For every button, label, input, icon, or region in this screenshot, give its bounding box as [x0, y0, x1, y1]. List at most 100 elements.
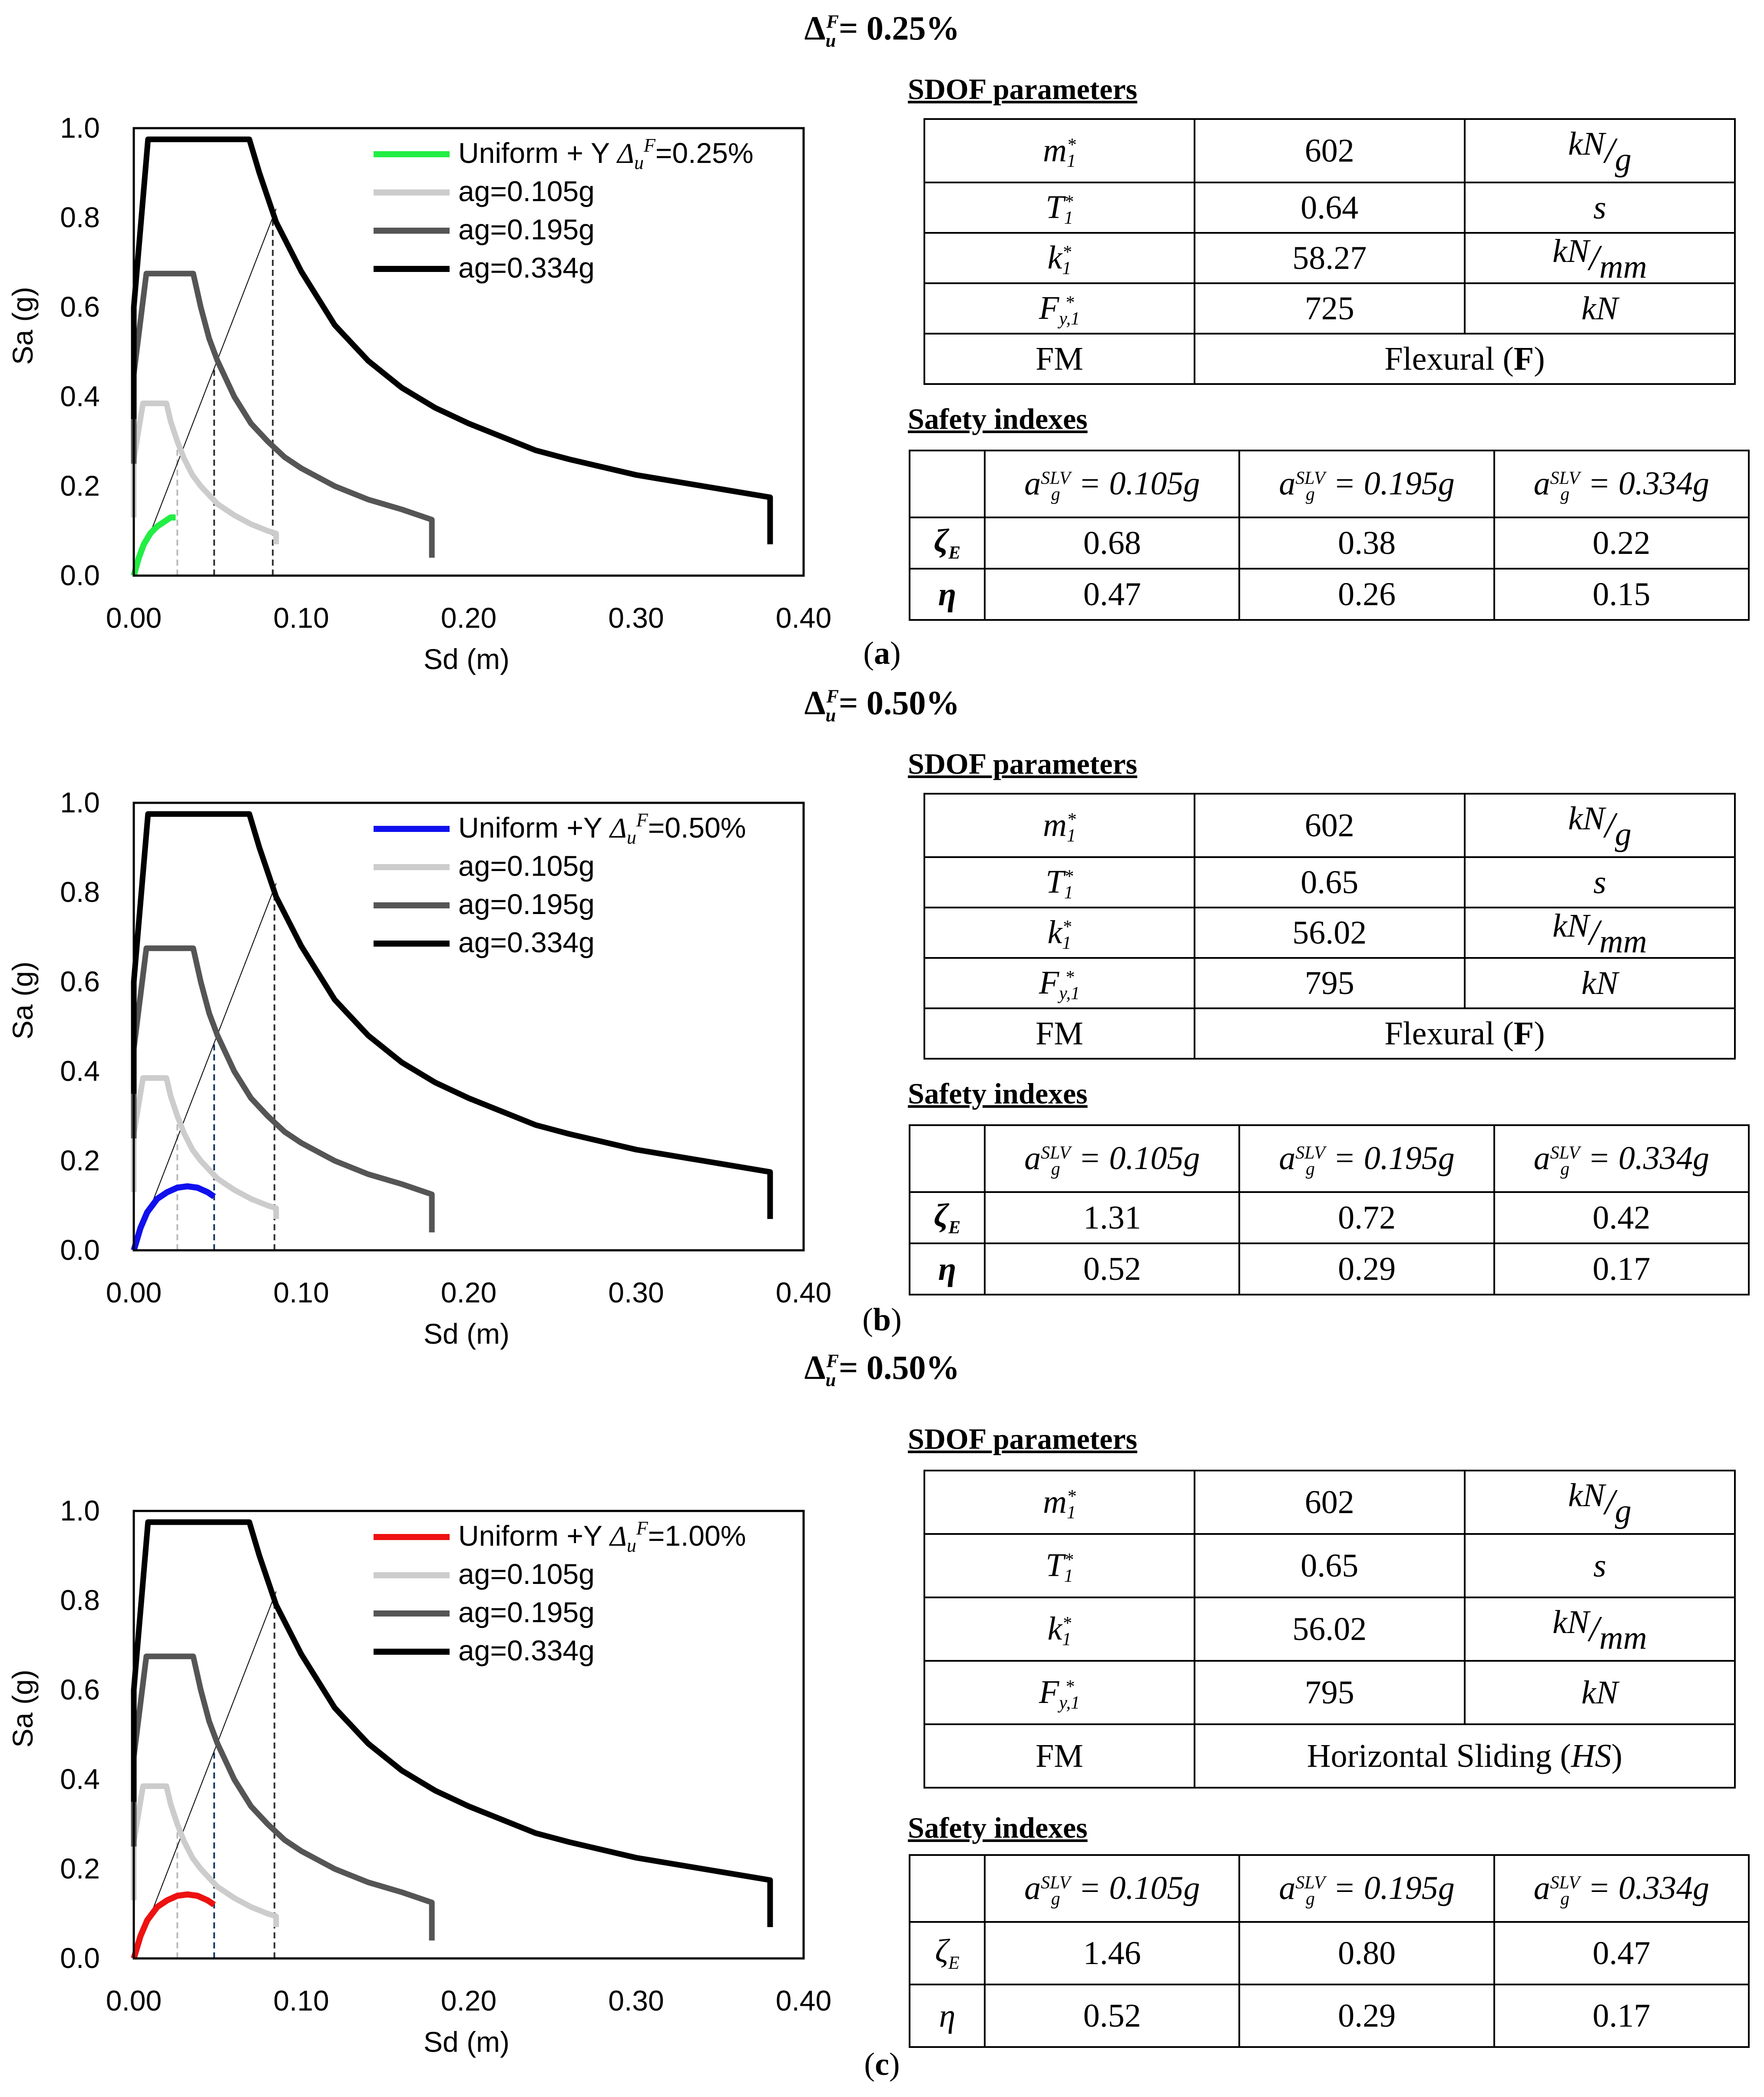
series-line-mid — [131, 271, 435, 558]
safety-heading: Safety indexes — [908, 402, 1088, 435]
y-tick-label: 0.4 — [60, 1763, 100, 1795]
x-tick-label: 0.30 — [608, 1276, 664, 1309]
param-symbol: T * 1 — [923, 182, 1195, 234]
symbol: a SLV g — [1533, 1869, 1580, 1909]
series-line-light — [131, 400, 279, 544]
index-value: 0.47 — [1493, 1921, 1750, 1985]
y-tick-label: 0.0 — [60, 1942, 100, 1974]
index-label: η — [908, 568, 986, 621]
index-value: 0.52 — [984, 1242, 1241, 1295]
safety-heading: Safety indexes — [908, 1811, 1088, 1844]
index-value: 0.26 — [1238, 568, 1495, 621]
sdof-row: F * y,1 795 kN — [923, 957, 1736, 1009]
symbol: a SLV g — [1024, 465, 1071, 505]
index-label: ζE — [908, 1921, 986, 1985]
sdof-row: F * y,1 725 kN — [923, 282, 1736, 335]
elastic-line — [133, 883, 277, 1251]
legend-label: ag=0.334g — [458, 926, 595, 958]
series-line-curve — [131, 514, 176, 576]
unit: s — [1593, 864, 1606, 901]
param-value: 58.27 — [1193, 232, 1466, 284]
symbol: a SLV g — [1279, 1140, 1325, 1179]
symbol: a SLV g — [1533, 465, 1580, 505]
index-value: 0.72 — [1238, 1191, 1495, 1244]
sdof-table: m * 1 602 kN/g T * 1 0.64 s k * 1 58.27 kN/mm F * y,1 725 k… — [923, 118, 1736, 385]
fm-value: Flexural (F) — [1193, 1007, 1736, 1060]
symbol: a SLV g — [1279, 465, 1325, 505]
legend-label: ag=0.195g — [458, 213, 595, 245]
legend-label: ag=0.334g — [458, 1634, 595, 1666]
param-unit: kN/g — [1463, 118, 1736, 183]
ag-header: a SLV g = 0.105g — [984, 1854, 1241, 1923]
y-tick-label: 0.0 — [60, 1234, 100, 1266]
param-unit: kN — [1463, 282, 1736, 335]
y-tick-label: 0.8 — [60, 876, 100, 908]
y-tick-label: 0.6 — [60, 291, 100, 323]
index-label: η — [908, 1242, 986, 1295]
index-value: 0.29 — [1238, 1984, 1495, 2048]
param-unit: s — [1463, 182, 1736, 234]
ag-header: a SLV g = 0.195g — [1238, 1124, 1495, 1193]
unit: kN/g — [1568, 1477, 1632, 1529]
index-value: 0.17 — [1493, 1984, 1750, 2048]
x-tick-label: 0.00 — [106, 1984, 162, 2017]
index-label: ζE — [908, 517, 986, 570]
unit: s — [1593, 189, 1606, 226]
index-value: 0.15 — [1493, 568, 1750, 621]
corner-cell — [908, 450, 986, 518]
safety-row: η 0.52 0.29 0.17 — [908, 1242, 1750, 1295]
y-tick-label: 0.4 — [60, 380, 100, 412]
symbol: a SLV g — [1024, 1140, 1071, 1179]
index-value: 0.68 — [984, 517, 1241, 570]
x-tick-label: 0.30 — [608, 1984, 664, 2017]
plot-frame — [132, 1510, 805, 1960]
sdof-table: m * 1 602 kN/g T * 1 0.65 s k * 1 56.02 kN/mm F * y,1 795 k… — [923, 793, 1736, 1060]
param-value: 795 — [1193, 957, 1466, 1009]
param-unit: kN — [1463, 957, 1736, 1009]
x-tick-label: 0.10 — [273, 1984, 329, 2017]
series-line-light — [131, 1783, 279, 1927]
x-tick-label: 0.40 — [776, 602, 831, 634]
sdof-row-fm: FM Horizontal Sliding (HS) — [923, 1723, 1736, 1789]
unit: kN/mm — [1552, 233, 1647, 285]
param-unit: kN/mm — [1463, 232, 1736, 285]
y-axis-label: Sa (g) — [7, 961, 39, 1040]
x-tick-label: 0.20 — [441, 602, 496, 634]
unit: kN — [1581, 290, 1618, 327]
plot-frame — [132, 127, 805, 577]
param-symbol: F * y,1 — [923, 957, 1195, 1009]
series-line-curve — [131, 1183, 216, 1252]
corner-cell — [908, 1854, 986, 1923]
x-tick-label: 0.40 — [776, 1276, 831, 1309]
fm-label: FM — [923, 333, 1195, 385]
x-axis-label: Sd (m) — [424, 643, 510, 675]
param-unit: kN/g — [1463, 793, 1736, 858]
y-tick-label: 0.6 — [60, 1673, 100, 1706]
sdof-heading: SDOF parameters — [908, 747, 1138, 780]
symbol: F * y,1 — [1039, 1673, 1080, 1713]
symbol: T * 1 — [1046, 1547, 1073, 1587]
index-label: η — [908, 1984, 986, 2048]
unit: kN — [1581, 964, 1618, 1001]
legend-label: Uniform +Y ΔuF=0.50% — [458, 809, 746, 848]
x-tick-label: 0.10 — [273, 602, 329, 634]
param-symbol: m * 1 — [923, 1470, 1195, 1535]
param-symbol: k * 1 — [923, 232, 1195, 284]
symbol: k * 1 — [1047, 914, 1072, 954]
unit: kN/g — [1568, 800, 1632, 852]
corner-cell — [908, 1124, 986, 1193]
sdof-row: T * 1 0.64 s — [923, 182, 1736, 234]
safety-row: ζE 1.31 0.72 0.42 — [908, 1191, 1750, 1244]
y-tick-label: 0.2 — [60, 1144, 100, 1176]
unit: kN — [1581, 1674, 1618, 1711]
sdof-row: k * 1 56.02 kN/mm — [923, 1597, 1736, 1662]
legend-label: ag=0.195g — [458, 1596, 595, 1628]
symbol: a SLV g — [1024, 1869, 1071, 1909]
safety-header-row: a SLV g = 0.105g a SLV g = 0.195g a SLV g = 0.33… — [908, 1124, 1750, 1193]
param-unit: kN/mm — [1463, 1597, 1736, 1662]
index-label: ζE — [908, 1191, 986, 1244]
series-line-dark — [131, 136, 773, 544]
param-value: 0.64 — [1193, 182, 1466, 234]
safety-row: η 0.52 0.29 0.17 — [908, 1984, 1750, 2048]
panel-title: ΔuF= 0.50% — [804, 1348, 960, 1391]
